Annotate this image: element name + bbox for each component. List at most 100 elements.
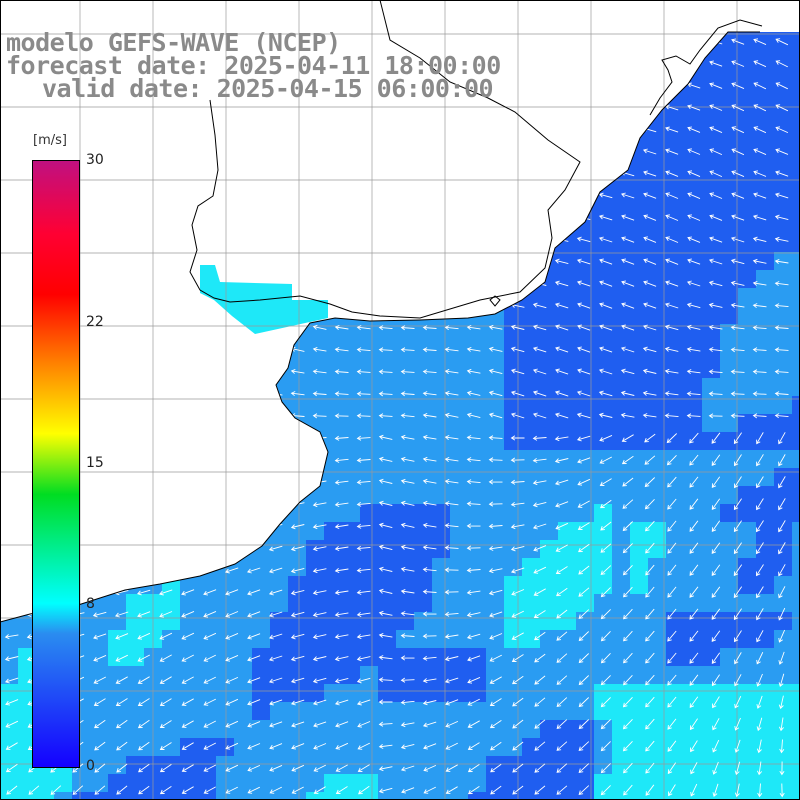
ocean-cell <box>414 630 432 648</box>
ocean-cell <box>324 0 342 18</box>
ocean-cell <box>0 414 18 432</box>
ocean-cell <box>648 324 666 342</box>
wind-arrow <box>621 214 635 221</box>
ocean-cell <box>126 594 144 612</box>
wind-arrow <box>312 546 327 552</box>
ocean-cell <box>288 360 306 378</box>
ocean-cell <box>180 612 198 630</box>
ocean-cell <box>648 486 666 504</box>
ocean-cell <box>630 486 648 504</box>
ocean-cell <box>504 198 522 216</box>
wind-arrow <box>291 280 305 287</box>
ocean-cell <box>648 144 666 162</box>
ocean-cell <box>216 720 234 738</box>
ocean-cell <box>342 450 360 468</box>
wind-arrow <box>730 258 745 265</box>
ocean-cell <box>738 252 756 270</box>
wind-arrow <box>622 696 633 708</box>
wind-arrow <box>534 653 546 663</box>
ocean-cell <box>738 612 756 630</box>
ocean-cell <box>792 432 800 450</box>
ocean-cell <box>18 648 36 666</box>
ocean-cell <box>612 738 630 756</box>
ocean-cell <box>252 540 270 558</box>
wind-arrow <box>290 524 305 530</box>
wind-arrow <box>202 412 217 419</box>
ocean-cell <box>756 288 774 306</box>
wind-arrow <box>202 501 217 507</box>
ocean-cell <box>522 594 540 612</box>
wind-arrow <box>180 192 195 198</box>
ocean-cell <box>342 666 360 684</box>
wind-arrow <box>556 587 568 597</box>
ocean-cell <box>612 522 630 540</box>
ocean-cell <box>774 720 792 738</box>
wind-arrow <box>779 739 785 754</box>
ocean-cell <box>288 198 306 216</box>
ocean-cell <box>90 0 108 18</box>
ocean-cell <box>450 360 468 378</box>
colorbar-tick-label: 15 <box>86 455 104 471</box>
ocean-cell <box>72 792 90 800</box>
ocean-cell <box>288 756 306 774</box>
ocean-cell <box>576 252 594 270</box>
wind-arrow <box>577 478 591 486</box>
wind-arrow <box>224 390 239 397</box>
wind-arrow <box>356 501 371 507</box>
wind-arrow <box>774 325 789 331</box>
wind-arrow <box>577 346 591 353</box>
ocean-cell <box>648 522 666 540</box>
ocean-cell <box>252 594 270 612</box>
ocean-cell <box>162 792 180 800</box>
ocean-cell <box>450 432 468 450</box>
ocean-cell <box>432 0 450 18</box>
ocean-cell <box>486 648 504 666</box>
wind-arrow <box>72 785 84 795</box>
ocean-cell <box>558 126 576 144</box>
wind-arrow <box>225 742 239 750</box>
ocean-cell <box>630 594 648 612</box>
ocean-cell <box>738 90 756 108</box>
ocean-cell <box>396 324 414 342</box>
wind-arrow <box>620 82 635 88</box>
wind-arrow <box>203 786 216 794</box>
ocean-cell <box>378 522 396 540</box>
wind-arrow <box>664 302 679 309</box>
wind-arrow <box>247 611 261 618</box>
ocean-cell <box>414 126 432 144</box>
wind-arrow <box>422 478 437 484</box>
ocean-cell <box>0 324 18 342</box>
wind-arrow <box>622 740 633 752</box>
wind-arrow <box>247 633 261 640</box>
ocean-cell <box>324 414 342 432</box>
wind-arrow <box>466 457 481 463</box>
colorbar-tick-label: 30 <box>86 152 104 168</box>
ocean-cell <box>540 486 558 504</box>
ocean-cell <box>432 612 450 630</box>
ocean-cell <box>234 198 252 216</box>
wind-arrow <box>116 785 128 795</box>
ocean-cell <box>108 774 126 792</box>
ocean-cell <box>504 72 522 90</box>
wind-arrow <box>291 170 305 177</box>
ocean-cell <box>252 684 270 702</box>
ocean-cell <box>252 198 270 216</box>
ocean-cell <box>594 486 612 504</box>
wind-arrow <box>731 126 745 134</box>
ocean-cell <box>522 126 540 144</box>
wind-arrow <box>444 148 459 155</box>
ocean-cell <box>684 504 702 522</box>
ocean-cell <box>558 360 576 378</box>
ocean-cell <box>342 360 360 378</box>
colorbar-tick-label: 0 <box>86 758 95 774</box>
wind-arrow <box>356 347 371 353</box>
wind-arrow <box>598 82 613 88</box>
ocean-cell <box>108 486 126 504</box>
wind-arrow <box>379 126 393 134</box>
ocean-cell <box>162 450 180 468</box>
ocean-cell <box>324 486 342 504</box>
wind-arrow <box>556 763 568 773</box>
ocean-cell <box>108 522 126 540</box>
wind-arrow <box>598 412 613 418</box>
